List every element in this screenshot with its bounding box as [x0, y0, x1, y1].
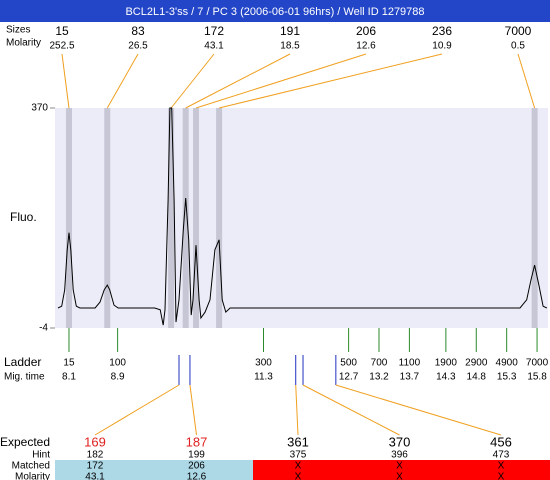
peak-size: 83	[131, 24, 145, 38]
peak-connector	[61, 53, 70, 109]
ladder-time: 13.7	[400, 372, 420, 383]
hint-label: Hint	[32, 450, 50, 461]
y-tick-label: -4	[39, 323, 48, 334]
ladder-size: 2900	[465, 358, 488, 369]
ladder-time: 14.3	[436, 372, 456, 383]
matched-molarity: X	[396, 472, 403, 480]
matched-size: X	[396, 461, 403, 472]
ladder-time: 13.2	[369, 372, 389, 383]
peak-band	[182, 108, 189, 328]
ladder-time: 14.8	[467, 372, 487, 383]
match-cell	[253, 460, 353, 480]
ladder-time: 12.7	[339, 372, 359, 383]
match-cell	[154, 460, 254, 480]
match-cell	[352, 460, 452, 480]
peak-band	[104, 108, 111, 328]
peak-size: 15	[55, 24, 69, 38]
peak-molarity: 43.1	[204, 41, 224, 52]
matched-molarity: 43.1	[85, 472, 105, 480]
hint-size: 396	[391, 450, 408, 461]
match-cell	[451, 460, 550, 480]
peak-band	[216, 108, 223, 328]
matched-size: 206	[188, 461, 205, 472]
match-cell	[55, 460, 155, 480]
sizes-label: Sizes	[6, 25, 30, 36]
matched-size: X	[295, 461, 302, 472]
peak-molarity: 18.5	[280, 41, 300, 52]
expected-size: 169	[84, 434, 106, 449]
mig-time-label: Mig. time	[4, 372, 45, 383]
peak-size: 172	[204, 24, 224, 38]
matched-molarity: X	[295, 472, 302, 480]
trace	[57, 107, 548, 326]
peak-band	[65, 108, 72, 328]
matched-molarity: 12.6	[187, 472, 207, 480]
molarity-row-label: Molarity	[15, 472, 50, 480]
expected-connector	[302, 384, 400, 436]
peak-connector	[517, 53, 536, 109]
peak-molarity: 12.6	[356, 41, 376, 52]
peak-band	[168, 108, 175, 328]
ladder-size: 100	[109, 358, 126, 369]
peak-band	[531, 108, 538, 328]
peak-molarity: 252.5	[49, 41, 74, 52]
hint-size: 473	[493, 450, 510, 461]
expected-size: 370	[389, 434, 411, 449]
ladder-label: Ladder	[4, 355, 41, 369]
plot-area	[55, 108, 548, 328]
peak-connector	[106, 53, 139, 109]
ladder-time: 11.3	[254, 372, 273, 383]
peak-size: 236	[432, 24, 452, 38]
expected-connector	[335, 384, 502, 436]
matched-size: 172	[87, 461, 104, 472]
peak-connector	[170, 53, 215, 109]
ladder-size: 500	[340, 358, 357, 369]
expected-connector	[295, 384, 299, 436]
ladder-size: 1900	[435, 358, 458, 369]
matched-size: X	[498, 461, 505, 472]
peak-molarity: 0.5	[511, 41, 525, 52]
peak-connector	[185, 53, 291, 109]
peak-band	[193, 108, 200, 328]
peak-size: 206	[356, 24, 376, 38]
y-axis-label: Fluo.	[10, 210, 37, 224]
molarity-label: Molarity	[6, 38, 41, 49]
ladder-size: 1100	[399, 358, 421, 369]
matched-label: Matched	[12, 461, 50, 472]
peak-size: 7000	[505, 24, 532, 38]
peak-molarity: 26.5	[128, 41, 148, 52]
expected-size: 456	[490, 434, 512, 449]
ladder-time: 8.9	[111, 372, 125, 383]
expected-connector	[189, 384, 197, 436]
title: BCL2L1-3'ss / 7 / PC 3 (2006-06-01 96hrs…	[125, 6, 424, 18]
peak-size: 191	[280, 24, 300, 38]
ladder-time: 8.1	[62, 372, 76, 383]
ladder-size: 7000	[526, 358, 549, 369]
ladder-time: 15.8	[527, 372, 547, 383]
expected-size: 187	[186, 434, 208, 449]
expected-size: 361	[287, 434, 309, 449]
peak-connector	[195, 53, 367, 109]
hint-size: 182	[87, 450, 104, 461]
peak-connector	[219, 53, 443, 109]
ladder-size: 15	[63, 358, 75, 369]
hint-size: 199	[188, 450, 205, 461]
expected-connector	[94, 384, 180, 436]
ladder-time: 15.3	[497, 372, 517, 383]
y-tick-label: 370	[31, 103, 48, 114]
matched-molarity: X	[498, 472, 505, 480]
hint-size: 375	[290, 450, 307, 461]
ladder-size: 700	[371, 358, 388, 369]
peak-molarity: 10.9	[432, 41, 452, 52]
ladder-size: 300	[255, 358, 272, 369]
expected-label: Expected	[0, 435, 50, 449]
header-bar	[0, 0, 550, 22]
ladder-size: 4900	[496, 358, 519, 369]
